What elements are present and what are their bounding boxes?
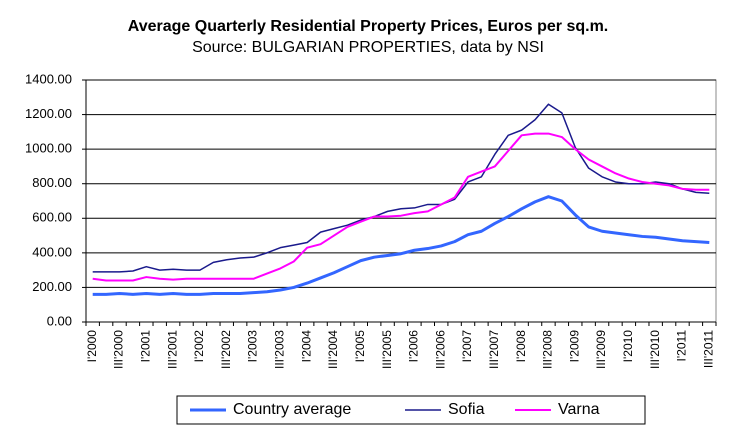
x-tick-label: III'2008 <box>541 330 555 369</box>
x-tick-label: III'2010 <box>648 330 662 369</box>
x-tick-label: III'2002 <box>219 330 233 369</box>
x-tick-label: I'2010 <box>621 330 635 363</box>
chart-subtitle: Source: BULGARIAN PROPERTIES, data by NS… <box>192 39 544 56</box>
x-tick-label: III'2006 <box>433 330 447 369</box>
legend-label: Sofia <box>448 401 485 418</box>
y-tick-label: 1400.00 <box>25 71 72 86</box>
series-line <box>92 103 710 273</box>
y-tick-label: 800.00 <box>32 175 72 190</box>
x-tick-label: III'2004 <box>326 330 340 369</box>
legend-label: Country average <box>233 401 351 418</box>
y-tick-label: 400.00 <box>32 244 72 259</box>
y-tick-label: 1000.00 <box>25 141 72 156</box>
plot-area <box>85 79 717 323</box>
chart-title: Average Quarterly Residential Property P… <box>128 18 608 35</box>
x-tick-label: III'2011 <box>701 330 715 368</box>
x-tick-label: III'2005 <box>380 330 394 369</box>
x-tick-label: III'2007 <box>487 330 501 369</box>
x-tick-label: III'2000 <box>112 330 126 369</box>
series-line <box>92 132 710 282</box>
y-tick-label: 1200.00 <box>25 106 72 121</box>
x-tick-label: I'2008 <box>514 330 528 363</box>
x-tick-label: III'2009 <box>594 330 608 369</box>
series-line <box>92 195 710 296</box>
x-tick-label: I'2003 <box>246 330 260 363</box>
legend-box <box>176 395 646 425</box>
y-tick-label: 200.00 <box>32 279 72 294</box>
y-tick-label: 600.00 <box>32 210 72 225</box>
x-tick-label: I'2001 <box>138 330 152 363</box>
x-tick-label: I'2009 <box>567 330 581 363</box>
legend-label: Varna <box>558 401 600 418</box>
x-tick-label: I'2011 <box>675 330 689 362</box>
x-tick-label: III'2001 <box>165 330 179 369</box>
x-tick-label: I'2002 <box>192 330 206 363</box>
x-tick-label: I'2004 <box>299 330 313 363</box>
x-tick-label: III'2003 <box>273 330 287 369</box>
x-tick-label: I'2005 <box>353 330 367 363</box>
x-tick-label: I'2006 <box>407 330 421 363</box>
x-tick-label: I'2000 <box>85 330 99 363</box>
y-tick-label: 0.00 <box>47 313 72 328</box>
x-tick-label: I'2007 <box>460 330 474 363</box>
